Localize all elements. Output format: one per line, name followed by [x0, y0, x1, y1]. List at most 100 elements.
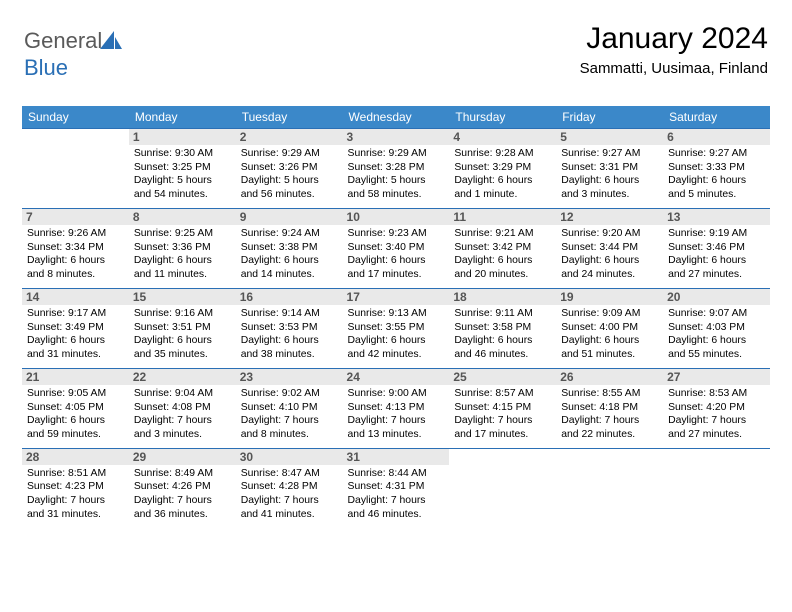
weekday-header: Wednesday: [343, 106, 450, 129]
sunset-text: Sunset: 4:13 PM: [348, 401, 445, 415]
day-number: 31: [343, 449, 450, 465]
calendar-cell: 26Sunrise: 8:55 AMSunset: 4:18 PMDayligh…: [556, 368, 663, 448]
day-info: Sunrise: 9:13 AMSunset: 3:55 PMDaylight:…: [348, 307, 445, 362]
calendar-cell: 2Sunrise: 9:29 AMSunset: 3:26 PMDaylight…: [236, 129, 343, 209]
day-number: 24: [343, 369, 450, 385]
day-number: 15: [129, 289, 236, 305]
calendar-cell: [663, 448, 770, 527]
brand-part2: Blue: [24, 55, 68, 80]
sunset-text: Sunset: 3:29 PM: [454, 161, 551, 175]
sunrise-text: Sunrise: 8:44 AM: [348, 467, 445, 481]
calendar-cell: 11Sunrise: 9:21 AMSunset: 3:42 PMDayligh…: [449, 208, 556, 288]
daylight-text: Daylight: 6 hours and 11 minutes.: [134, 254, 231, 281]
sunset-text: Sunset: 4:26 PM: [134, 480, 231, 494]
day-info: Sunrise: 9:27 AMSunset: 3:31 PMDaylight:…: [561, 147, 658, 202]
daylight-text: Daylight: 6 hours and 42 minutes.: [348, 334, 445, 361]
sunset-text: Sunset: 4:23 PM: [27, 480, 124, 494]
sunset-text: Sunset: 3:44 PM: [561, 241, 658, 255]
day-number: 25: [449, 369, 556, 385]
brand-logo: General Blue: [24, 28, 122, 81]
calendar-cell: 23Sunrise: 9:02 AMSunset: 4:10 PMDayligh…: [236, 368, 343, 448]
day-number: 8: [129, 209, 236, 225]
day-info: Sunrise: 9:02 AMSunset: 4:10 PMDaylight:…: [241, 387, 338, 442]
calendar-cell: 21Sunrise: 9:05 AMSunset: 4:05 PMDayligh…: [22, 368, 129, 448]
sunrise-text: Sunrise: 9:26 AM: [27, 227, 124, 241]
day-info: Sunrise: 9:07 AMSunset: 4:03 PMDaylight:…: [668, 307, 765, 362]
calendar-cell: 30Sunrise: 8:47 AMSunset: 4:28 PMDayligh…: [236, 448, 343, 527]
weekday-header: Sunday: [22, 106, 129, 129]
sunset-text: Sunset: 4:00 PM: [561, 321, 658, 335]
calendar-cell: 27Sunrise: 8:53 AMSunset: 4:20 PMDayligh…: [663, 368, 770, 448]
sunrise-text: Sunrise: 9:17 AM: [27, 307, 124, 321]
calendar-cell: 10 Sunrise: 9:23 AMSunset: 3:40 PMDayligh…: [343, 208, 450, 288]
sunrise-text: Sunrise: 9:02 AM: [241, 387, 338, 401]
sunrise-text: Sunrise: 9:29 AM: [241, 147, 338, 161]
header-right: January 2024 Sammatti, Uusimaa, Finland: [580, 22, 768, 77]
daylight-text: Daylight: 6 hours and 31 minutes.: [27, 334, 124, 361]
sunset-text: Sunset: 3:58 PM: [454, 321, 551, 335]
day-number: 10: [343, 209, 450, 225]
weekday-header: Tuesday: [236, 106, 343, 129]
day-info: Sunrise: 8:44 AMSunset: 4:31 PMDaylight:…: [348, 467, 445, 522]
day-info: Sunrise: 9:14 AMSunset: 3:53 PMDaylight:…: [241, 307, 338, 362]
calendar-cell: 19Sunrise: 9:09 AMSunset: 4:00 PMDayligh…: [556, 288, 663, 368]
calendar-cell: 8Sunrise: 9:25 AMSunset: 3:36 PMDaylight…: [129, 208, 236, 288]
day-info: Sunrise: 8:53 AMSunset: 4:20 PMDaylight:…: [668, 387, 765, 442]
day-number: 2: [236, 129, 343, 145]
sunrise-text: Sunrise: 9:09 AM: [561, 307, 658, 321]
day-info: Sunrise: 9:16 AMSunset: 3:51 PMDaylight:…: [134, 307, 231, 362]
day-info: Sunrise: 9:11 AMSunset: 3:58 PMDaylight:…: [454, 307, 551, 362]
day-info: Sunrise: 8:49 AMSunset: 4:26 PMDaylight:…: [134, 467, 231, 522]
day-number: 19: [556, 289, 663, 305]
day-info: Sunrise: 9:29 AMSunset: 3:28 PMDaylight:…: [348, 147, 445, 202]
calendar-cell: 14Sunrise: 9:17 AMSunset: 3:49 PMDayligh…: [22, 288, 129, 368]
sunset-text: Sunset: 4:18 PM: [561, 401, 658, 415]
daylight-text: Daylight: 7 hours and 22 minutes.: [561, 414, 658, 441]
calendar-week-row: 7Sunrise: 9:26 AMSunset: 3:34 PMDaylight…: [22, 208, 770, 288]
day-info: Sunrise: 9:27 AMSunset: 3:33 PMDaylight:…: [668, 147, 765, 202]
day-number: 20: [663, 289, 770, 305]
day-number: 18: [449, 289, 556, 305]
day-number: 3: [343, 129, 450, 145]
daylight-text: Daylight: 6 hours and 35 minutes.: [134, 334, 231, 361]
sunset-text: Sunset: 3:53 PM: [241, 321, 338, 335]
daylight-text: Daylight: 7 hours and 8 minutes.: [241, 414, 338, 441]
sunset-text: Sunset: 3:40 PM: [348, 241, 445, 255]
daylight-text: Daylight: 7 hours and 27 minutes.: [668, 414, 765, 441]
calendar-week-row: 21Sunrise: 9:05 AMSunset: 4:05 PMDayligh…: [22, 368, 770, 448]
calendar-cell: 17 Sunrise: 9:13 AMSunset: 3:55 PMDayligh…: [343, 288, 450, 368]
calendar-table: Sunday Monday Tuesday Wednesday Thursday…: [22, 106, 770, 528]
day-info: Sunrise: 9:23 AMSunset: 3:40 PMDaylight:…: [348, 227, 445, 282]
day-number: 5: [556, 129, 663, 145]
day-info: Sunrise: 8:47 AMSunset: 4:28 PMDaylight:…: [241, 467, 338, 522]
sunrise-text: Sunrise: 9:07 AM: [668, 307, 765, 321]
sunrise-text: Sunrise: 8:47 AM: [241, 467, 338, 481]
daylight-text: Daylight: 6 hours and 55 minutes.: [668, 334, 765, 361]
sunrise-text: Sunrise: 9:30 AM: [134, 147, 231, 161]
calendar-cell: 28Sunrise: 8:51 AMSunset: 4:23 PMDayligh…: [22, 448, 129, 527]
weekday-header: Thursday: [449, 106, 556, 129]
sunrise-text: Sunrise: 8:57 AM: [454, 387, 551, 401]
daylight-text: Daylight: 6 hours and 59 minutes.: [27, 414, 124, 441]
sunrise-text: Sunrise: 9:11 AM: [454, 307, 551, 321]
day-info: Sunrise: 9:17 AMSunset: 3:49 PMDaylight:…: [27, 307, 124, 362]
daylight-text: Daylight: 7 hours and 17 minutes.: [454, 414, 551, 441]
day-number: 16: [236, 289, 343, 305]
sunset-text: Sunset: 3:36 PM: [134, 241, 231, 255]
sunrise-text: Sunrise: 9:27 AM: [561, 147, 658, 161]
brand-part1: General: [24, 28, 102, 53]
daylight-text: Daylight: 6 hours and 17 minutes.: [348, 254, 445, 281]
calendar-cell: 20 Sunrise: 9:07 AMSunset: 4:03 PMDayligh…: [663, 288, 770, 368]
calendar-cell: 24Sunrise: 9:00 AMSunset: 4:13 PMDayligh…: [343, 368, 450, 448]
sunrise-text: Sunrise: 8:53 AM: [668, 387, 765, 401]
daylight-text: Daylight: 6 hours and 38 minutes.: [241, 334, 338, 361]
daylight-text: Daylight: 6 hours and 5 minutes.: [668, 174, 765, 201]
day-info: Sunrise: 9:04 AMSunset: 4:08 PMDaylight:…: [134, 387, 231, 442]
day-number: 17: [343, 289, 450, 305]
daylight-text: Daylight: 5 hours and 58 minutes.: [348, 174, 445, 201]
daylight-text: Daylight: 5 hours and 56 minutes.: [241, 174, 338, 201]
calendar-cell: 22Sunrise: 9:04 AMSunset: 4:08 PMDayligh…: [129, 368, 236, 448]
sunrise-text: Sunrise: 9:28 AM: [454, 147, 551, 161]
day-info: Sunrise: 9:20 AMSunset: 3:44 PMDaylight:…: [561, 227, 658, 282]
day-number: 6: [663, 129, 770, 145]
